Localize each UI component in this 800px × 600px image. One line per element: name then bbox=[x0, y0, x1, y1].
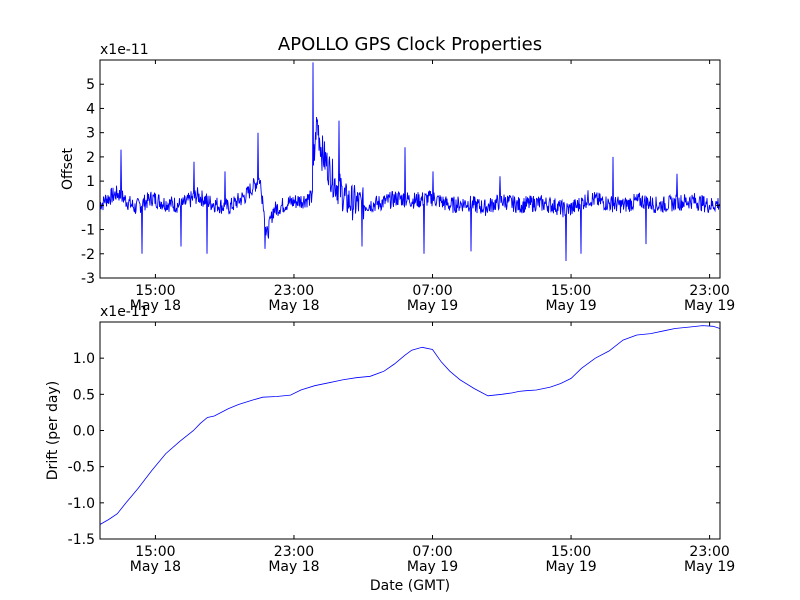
x-tick-label-date: May 18 bbox=[130, 559, 181, 575]
y-tick-label: -0.5 bbox=[68, 460, 95, 476]
axis-multiplier-label: x1e-11 bbox=[100, 42, 149, 58]
y-tick-label: 0.5 bbox=[73, 387, 95, 403]
y-tick-label: 0 bbox=[86, 198, 95, 214]
x-tick-label-date: May 19 bbox=[684, 559, 735, 575]
x-tick-label-time: 15:00 bbox=[135, 283, 175, 299]
y-tick-label: 2 bbox=[86, 150, 95, 166]
x-tick-label-date: May 19 bbox=[407, 298, 458, 314]
x-tick-label-time: 07:00 bbox=[412, 283, 452, 299]
offset-series-line bbox=[100, 62, 720, 262]
x-tick-label-date: May 19 bbox=[407, 559, 458, 575]
y-tick-label: 0.0 bbox=[73, 424, 95, 440]
drift-axis-label: Drift (per day) bbox=[45, 381, 61, 480]
x-tick-label-time: 23:00 bbox=[274, 544, 314, 560]
y-tick-label: 1 bbox=[86, 174, 95, 190]
x-axis-label: Date (GMT) bbox=[370, 578, 450, 594]
x-tick-label-time: 07:00 bbox=[412, 544, 452, 560]
y-tick-label: 1.0 bbox=[73, 351, 95, 367]
y-tick-label: 5 bbox=[86, 77, 95, 93]
x-tick-label-date: May 19 bbox=[545, 298, 596, 314]
y-tick-label: -1.0 bbox=[68, 496, 95, 512]
x-tick-label-time: 23:00 bbox=[689, 544, 729, 560]
drift-series-line bbox=[100, 325, 720, 525]
x-tick-label-time: 23:00 bbox=[689, 283, 729, 299]
y-tick-label: 3 bbox=[86, 126, 95, 142]
x-tick-label-date: May 18 bbox=[130, 298, 181, 314]
x-tick-label-time: 23:00 bbox=[274, 283, 314, 299]
y-tick-label: -1 bbox=[81, 223, 95, 239]
x-tick-label-date: May 18 bbox=[268, 559, 319, 575]
y-tick-label: 4 bbox=[86, 101, 95, 117]
y-tick-label: -3 bbox=[81, 271, 95, 287]
x-tick-label-time: 15:00 bbox=[551, 283, 591, 299]
y-tick-label: -2 bbox=[81, 247, 95, 263]
offset-axis-label: Offset bbox=[60, 147, 76, 190]
figure-title: APOLLO GPS Clock Properties bbox=[278, 34, 542, 55]
x-tick-label-date: May 19 bbox=[545, 559, 596, 575]
axis-multiplier-label: x1e-11 bbox=[100, 304, 149, 320]
x-tick-label-date: May 18 bbox=[268, 298, 319, 314]
x-tick-label-date: May 19 bbox=[684, 298, 735, 314]
x-tick-label-time: 15:00 bbox=[551, 544, 591, 560]
y-tick-label: -1.5 bbox=[68, 532, 95, 548]
x-tick-label-time: 15:00 bbox=[135, 544, 175, 560]
plot-frame bbox=[99, 59, 721, 279]
